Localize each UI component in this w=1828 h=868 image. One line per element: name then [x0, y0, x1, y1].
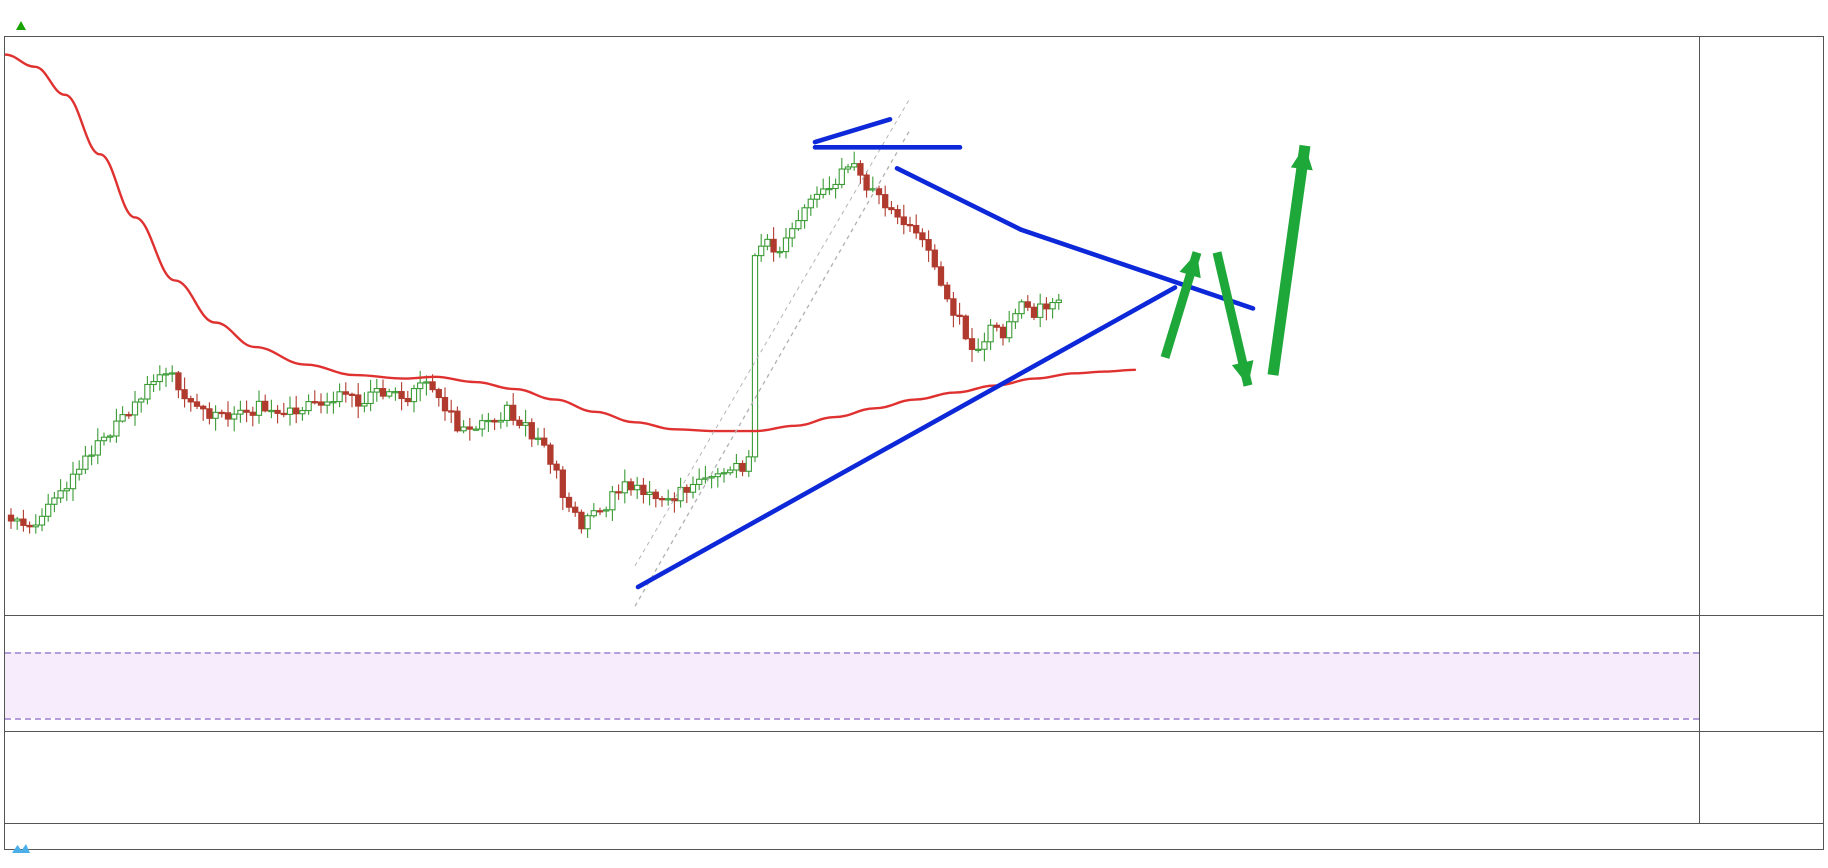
rsi-pane[interactable] — [5, 616, 1823, 731]
chart-frame[interactable] — [4, 36, 1824, 824]
rsi-threshold-line — [5, 717, 1699, 720]
rsi-scale[interactable] — [1699, 616, 1823, 731]
macd-series-canvas — [5, 732, 1699, 824]
up-triangle-icon — [16, 21, 26, 30]
footer-attribution — [8, 840, 34, 859]
pane-divider-rsi — [5, 615, 1823, 616]
price-pane[interactable] — [5, 37, 1823, 615]
macd-scale[interactable] — [1699, 732, 1823, 824]
pane-divider-macd — [5, 731, 1823, 732]
price-scale[interactable] — [1699, 37, 1823, 615]
rsi-overbought-oversold-band — [5, 652, 1699, 718]
price-series-canvas — [5, 53, 1313, 607]
macd-plot-area[interactable] — [5, 732, 1699, 824]
rsi-threshold-line — [5, 652, 1699, 655]
macd-pane[interactable] — [5, 732, 1823, 824]
price-plot-area[interactable] — [5, 37, 1699, 615]
rsi-plot-area[interactable] — [5, 616, 1699, 731]
tradingview-logo-icon — [11, 842, 31, 859]
time-axis[interactable] — [4, 824, 1824, 850]
symbol-quote-line — [8, 18, 48, 32]
